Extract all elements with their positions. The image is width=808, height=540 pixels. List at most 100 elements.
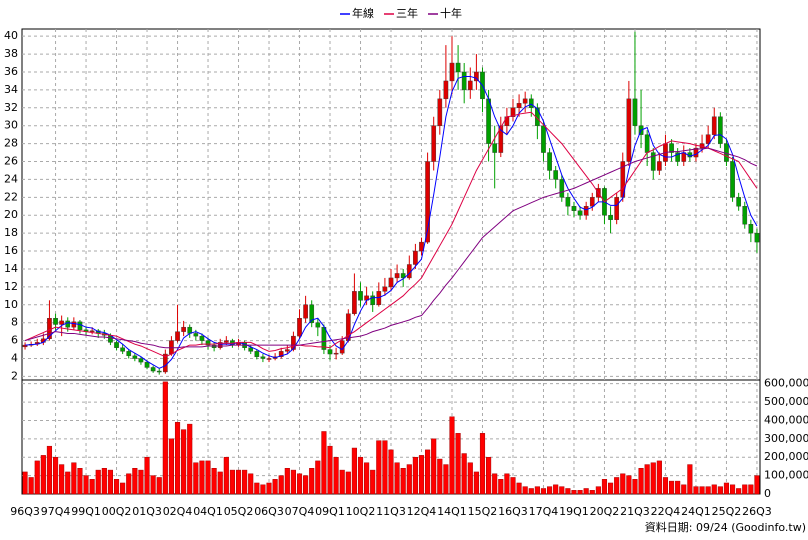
- volume-bar: [748, 484, 754, 495]
- candle-body: [217, 342, 223, 348]
- volume-bar: [22, 471, 28, 495]
- candle-body: [675, 152, 680, 162]
- candle-body: [260, 356, 266, 359]
- volume-bar: [479, 433, 486, 495]
- volume-bar: [59, 464, 65, 495]
- volume-bar: [729, 484, 736, 495]
- volume-bar: [608, 482, 614, 495]
- y-tick-label: 34: [4, 83, 18, 96]
- y-tick-label: 24: [4, 172, 18, 185]
- volume-bar: [675, 480, 681, 495]
- volume-bar: [113, 479, 120, 495]
- volume-bar: [284, 468, 290, 495]
- volume-bar: [357, 456, 364, 495]
- volume-bar: [370, 469, 376, 495]
- candle-body: [657, 161, 662, 171]
- volume-bar: [46, 445, 53, 495]
- candle-body: [321, 326, 327, 350]
- volume-bar: [425, 449, 431, 495]
- candle-body: [730, 161, 735, 198]
- volume-bar: [638, 468, 644, 495]
- x-tick-label: 00Q2: [102, 505, 132, 518]
- x-tick-label: 24Q1: [681, 505, 711, 518]
- x-tick-label: 02Q4: [163, 505, 193, 518]
- ma-line: [25, 75, 758, 369]
- candle-body: [571, 206, 577, 211]
- volume-bar: [742, 484, 748, 495]
- candle-body: [120, 347, 125, 352]
- candle-body: [175, 331, 180, 341]
- candle-body: [431, 125, 437, 162]
- candle-body: [455, 62, 461, 73]
- volume-bar: [40, 455, 46, 495]
- volume-bar: [339, 469, 345, 495]
- x-tick-label: 11Q3: [376, 505, 406, 518]
- volume-bar: [144, 456, 150, 495]
- candle-body: [541, 125, 546, 153]
- volume-bar: [290, 469, 296, 495]
- x-tick-label: 96Q3: [10, 505, 40, 518]
- candle-body: [608, 215, 613, 220]
- x-tick-label: 17Q4: [529, 505, 559, 518]
- candle-body: [650, 152, 656, 171]
- candle-body: [382, 286, 388, 292]
- x-tick-label: 20Q2: [590, 505, 620, 518]
- candle-body: [126, 351, 132, 357]
- candle-body: [705, 134, 711, 144]
- volume-bar: [626, 475, 632, 495]
- candle-body: [199, 335, 205, 341]
- candle-body: [400, 273, 406, 279]
- candle-body: [370, 295, 376, 305]
- legend-label: 年線: [352, 6, 374, 20]
- candle-body: [669, 143, 674, 153]
- candle-body: [333, 352, 339, 355]
- volume-bar: [272, 479, 278, 495]
- volume-bar: [754, 475, 760, 495]
- volume-bar: [601, 479, 608, 495]
- candle-body: [284, 349, 290, 352]
- volume-bar: [303, 475, 309, 495]
- volume-bar: [516, 482, 522, 495]
- candle-body: [718, 116, 723, 144]
- candle-body: [559, 179, 565, 198]
- x-tick-label: 12Q4: [407, 505, 437, 518]
- y-tick-label: 2: [11, 369, 18, 382]
- candle-body: [437, 98, 443, 126]
- candle-body: [59, 320, 64, 325]
- candle-body: [132, 355, 138, 359]
- volume-bar: [492, 473, 498, 495]
- x-tick-label: 25Q2: [712, 505, 742, 518]
- volume-bar: [705, 486, 711, 495]
- volume-bar: [687, 464, 693, 495]
- candle-body: [467, 80, 473, 91]
- candle-body: [449, 62, 455, 82]
- candle-body: [352, 291, 357, 314]
- candle-body: [474, 71, 479, 82]
- candle-body: [644, 134, 650, 153]
- volume-bar: [406, 464, 412, 495]
- candle-body: [413, 250, 418, 265]
- volume-bar: [52, 456, 59, 495]
- volume-bar: [162, 381, 168, 495]
- volume-bar: [650, 462, 656, 495]
- volume-bar: [577, 490, 583, 495]
- x-tick-label: 07Q4: [285, 505, 315, 518]
- candle-body: [632, 98, 638, 126]
- candle-body: [736, 197, 741, 207]
- candle-body: [528, 98, 534, 108]
- volume-bar: [486, 456, 492, 495]
- y-tick-label: 36: [4, 65, 18, 78]
- volume-bar: [473, 471, 479, 495]
- y2-tick-label: 600,000: [764, 377, 808, 390]
- candle-body: [388, 277, 394, 288]
- candle-body: [583, 206, 589, 216]
- y-tick-label: 10: [4, 298, 18, 311]
- volume-bar: [693, 486, 699, 495]
- volume-bar: [662, 477, 669, 495]
- volume-bar: [668, 480, 675, 495]
- volume-bar: [229, 469, 235, 495]
- candle-body: [327, 349, 333, 355]
- volume-bar: [455, 433, 461, 495]
- volume-bar: [723, 482, 730, 495]
